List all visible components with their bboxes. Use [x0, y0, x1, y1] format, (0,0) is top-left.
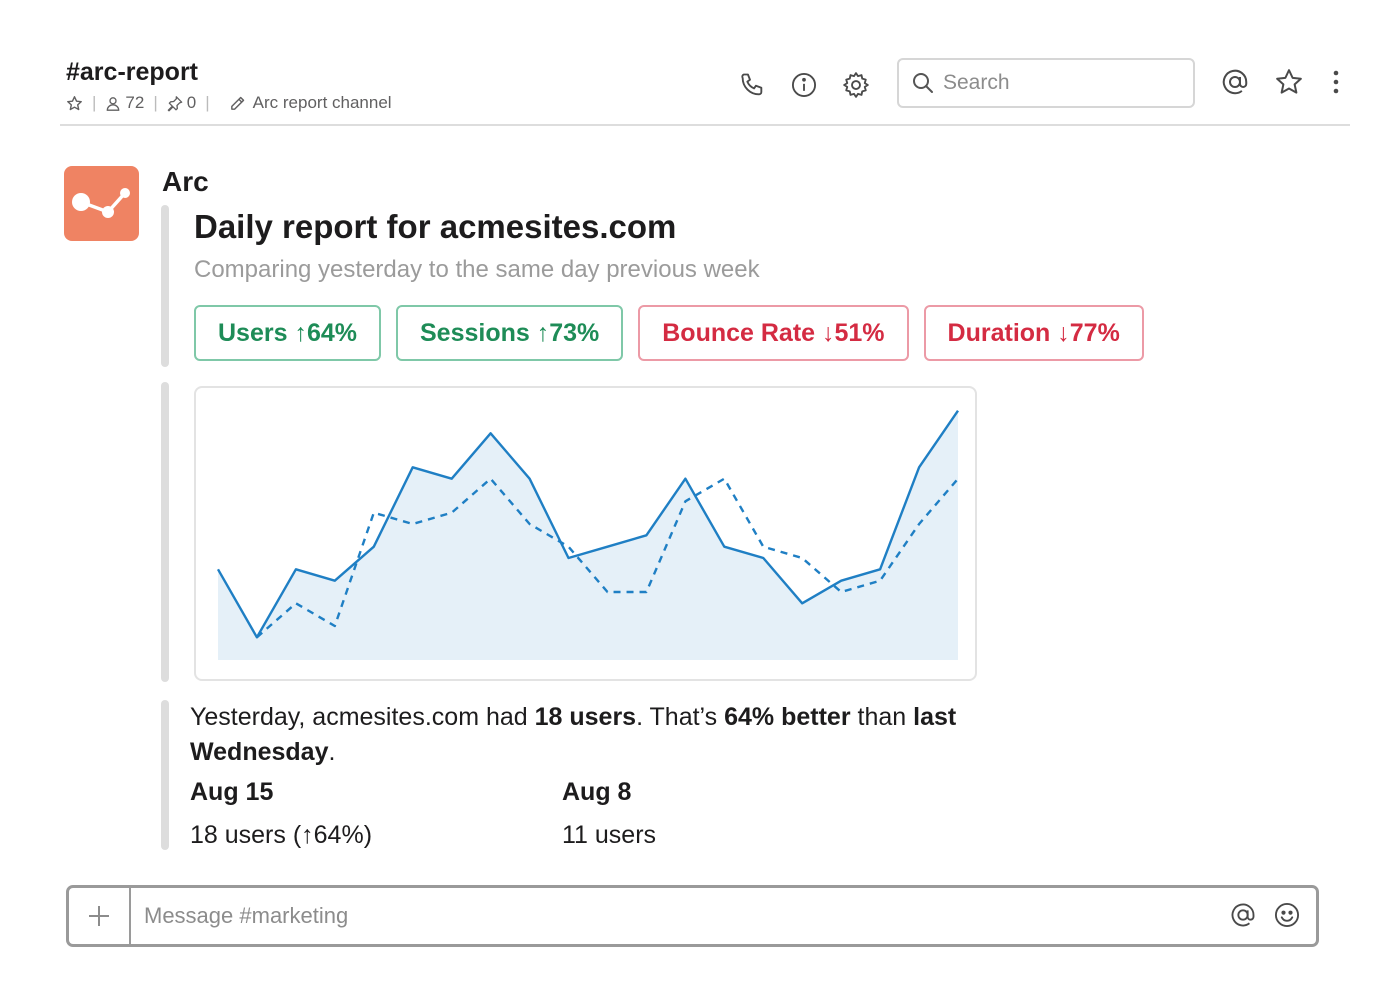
- summary-text-part: .: [328, 738, 336, 766]
- summary-users: 18 users: [534, 703, 637, 731]
- header-actions: [735, 68, 873, 102]
- stat-value: 11 users: [562, 821, 657, 849]
- summary-text-part: than: [850, 703, 914, 731]
- report-title: Daily report for acmesites.com: [194, 208, 677, 245]
- channel-topic: Arc report channel: [252, 93, 392, 112]
- star-channel-button[interactable]: [66, 95, 83, 112]
- message-composer: [66, 885, 1319, 947]
- attach-button[interactable]: [69, 888, 131, 944]
- duration-metric-pill[interactable]: Duration ↓77%: [923, 305, 1144, 361]
- plus-icon: [89, 906, 109, 926]
- at-sign-icon: [1231, 903, 1255, 927]
- attachment-bar: [161, 382, 169, 682]
- meta-divider: |: [153, 93, 158, 112]
- users-metric-pill[interactable]: Users ↑64%: [194, 305, 381, 361]
- smiley-icon: [1274, 902, 1300, 928]
- stat-value: 18 users (↑64%): [190, 821, 373, 849]
- summary-text: Yesterday, acmesites.com had 18 users. T…: [190, 700, 990, 770]
- summary-better: 64% better: [724, 703, 851, 731]
- attachment-bar: [161, 205, 169, 367]
- edit-topic-button[interactable]: Arc report channel: [229, 93, 392, 113]
- mentions-button[interactable]: [1218, 65, 1252, 99]
- summary-text-part: . That’s: [636, 703, 725, 731]
- channel-meta: | 72 | 0 | Arc report channel: [66, 93, 392, 113]
- search-input[interactable]: [943, 71, 1173, 95]
- meta-divider: |: [92, 93, 97, 112]
- more-options-button[interactable]: [1326, 65, 1346, 99]
- stat-date: Aug 15: [190, 778, 274, 806]
- chart-area-fill: [218, 410, 958, 660]
- phone-icon: [741, 73, 763, 96]
- metric-pills: Users ↑64% Sessions ↑73% Bounce Rate ↓51…: [194, 305, 1144, 361]
- attachment-bar: [161, 700, 169, 850]
- search-icon: [913, 73, 933, 93]
- emoji-button[interactable]: [1272, 900, 1302, 930]
- starred-items-button[interactable]: [1272, 65, 1306, 99]
- stat-column-previous: Aug 8 11 users: [562, 778, 656, 850]
- mention-button[interactable]: [1228, 900, 1258, 930]
- summary-text-part: Yesterday, acmesites.com had: [190, 703, 535, 731]
- stat-date: Aug 8: [562, 778, 632, 806]
- channel-header: #arc-report | 72 | 0 | Arc report channe…: [60, 48, 1350, 126]
- member-count-button[interactable]: 72: [105, 93, 144, 113]
- vertical-ellipsis-icon: [1333, 70, 1339, 94]
- pencil-icon: [230, 96, 244, 110]
- arc-logo-icon: [72, 188, 130, 218]
- star-icon: [67, 95, 82, 110]
- users-chart-card: [194, 386, 977, 681]
- info-icon: [791, 72, 817, 98]
- pinned-count: 0: [186, 93, 197, 112]
- chart-series-previous-line: [256, 477, 959, 639]
- meta-divider: |: [205, 93, 210, 112]
- composer-actions: [1228, 900, 1302, 930]
- app-avatar[interactable]: [64, 166, 139, 241]
- sessions-metric-pill[interactable]: Sessions ↑73%: [395, 305, 624, 361]
- at-sign-icon: [1222, 69, 1248, 95]
- pinned-count-button[interactable]: 0: [167, 93, 196, 113]
- search-box[interactable]: [897, 58, 1195, 108]
- channel-info-button[interactable]: [787, 68, 821, 102]
- call-button[interactable]: [735, 68, 769, 102]
- chart-series-current-line: [216, 410, 959, 639]
- report-subtitle: Comparing yesterday to the same day prev…: [194, 256, 760, 283]
- sender-name[interactable]: Arc: [162, 166, 209, 197]
- pin-icon: [167, 95, 183, 111]
- gear-icon: [843, 72, 869, 98]
- member-count: 72: [125, 93, 145, 112]
- channel-name[interactable]: #arc-report: [66, 58, 198, 86]
- person-icon: [107, 96, 120, 111]
- users-line-chart: [216, 410, 959, 660]
- summary-last: last Wednesday: [190, 703, 957, 766]
- channel-settings-button[interactable]: [839, 68, 873, 102]
- bounce-rate-metric-pill[interactable]: Bounce Rate ↓51%: [638, 305, 909, 361]
- message-input[interactable]: [144, 898, 1204, 934]
- stat-column-current: Aug 15 18 users (↑64%): [190, 778, 372, 850]
- star-icon: [1276, 69, 1302, 94]
- header-right-actions: [1218, 65, 1346, 99]
